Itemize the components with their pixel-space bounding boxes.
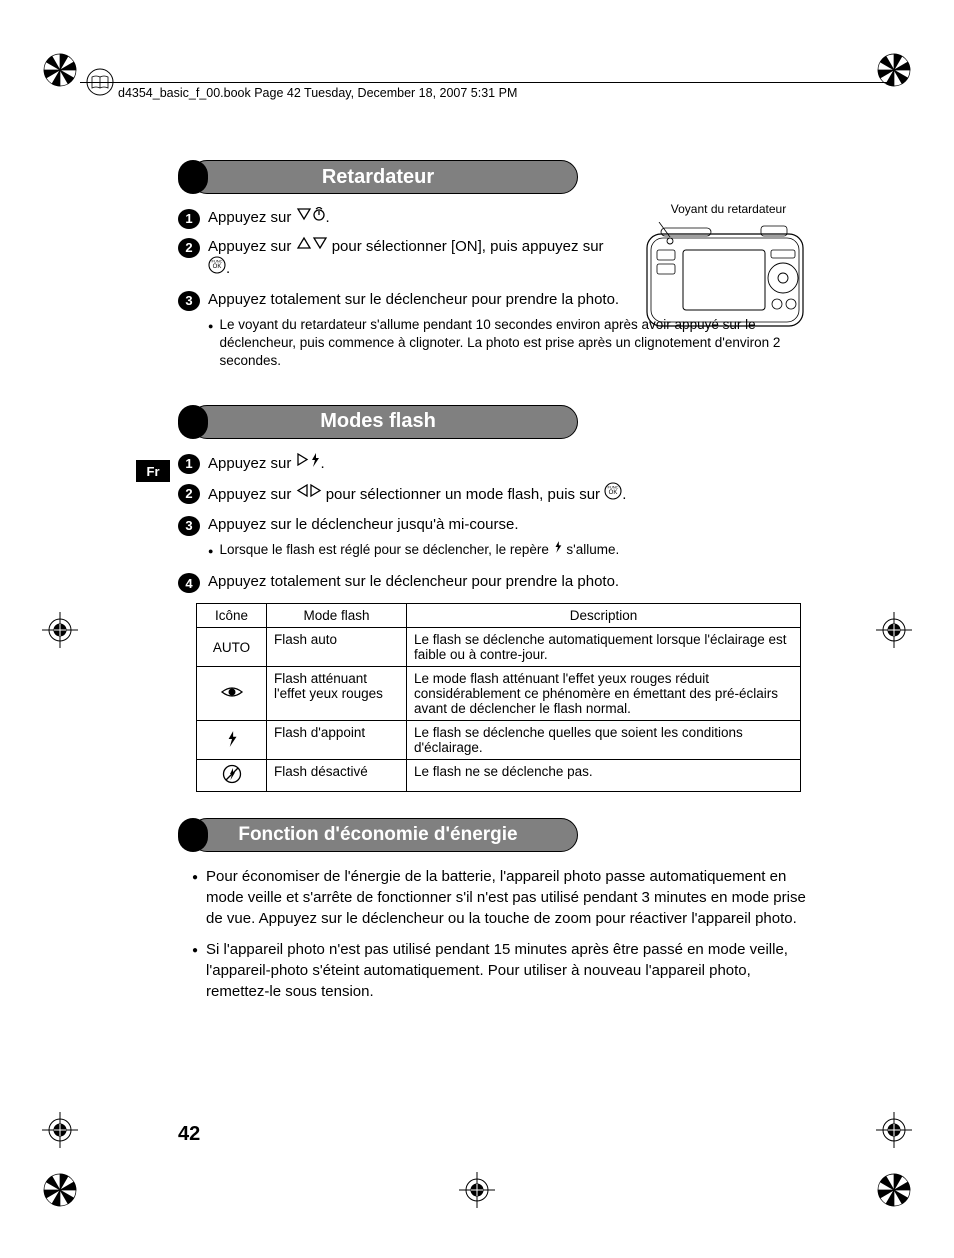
table-header: Description (407, 604, 801, 628)
table-row: Flash atténuant l'effet yeux rouges Le m… (197, 667, 801, 721)
bullet-text: Si l'appareil photo n'est pas utilisé pe… (206, 939, 808, 1002)
self-timer-icon (312, 207, 326, 227)
ok-button-icon: OKFUNC (604, 482, 622, 506)
camera-illustration: Voyant du retardateur (641, 202, 816, 337)
right-arrow-icon (296, 452, 309, 473)
step-number-icon: 4 (178, 573, 200, 593)
section-title-energy: Fonction d'économie d'énergie (178, 818, 578, 852)
header-text: d4354_basic_f_00.book Page 42 Tuesday, D… (118, 86, 517, 100)
energy-bullets: Pour économiser de l'énergie de la batte… (192, 866, 808, 1002)
flash-off-icon (197, 760, 267, 792)
header-rule (80, 82, 894, 83)
right-arrow-icon (309, 483, 322, 504)
table-row: Flash d'appoint Le flash se déclenche qu… (197, 721, 801, 760)
left-arrow-icon (296, 483, 309, 504)
down-arrow-icon (296, 207, 312, 227)
step-number-icon: 2 (178, 484, 200, 504)
svg-text:OK: OK (609, 490, 618, 496)
svg-text:OK: OK (213, 264, 222, 270)
section-title-modes-flash: Modes flash (178, 405, 578, 439)
step-text: Appuyez sur (208, 209, 296, 226)
section-title-retardateur: Retardateur (178, 160, 578, 194)
svg-text:FUNC: FUNC (211, 259, 222, 264)
table-row: AUTO Flash auto Le flash se déclenche au… (197, 628, 801, 667)
step-number-icon: 1 (178, 209, 200, 229)
step-text: Appuyez sur le déclencheur jusqu'à mi-co… (208, 515, 808, 535)
step-number-icon: 2 (178, 238, 200, 258)
language-tab: Fr (136, 460, 170, 482)
step-text: Appuyez totalement sur le déclencheur po… (208, 572, 808, 592)
step-text: Appuyez sur (208, 455, 296, 472)
ok-button-icon: OKFUNC (208, 256, 226, 280)
step-text: Appuyez sur (208, 238, 296, 255)
flash-icon (309, 452, 321, 474)
step-number-icon: 3 (178, 516, 200, 536)
flash-modes-table: Icône Mode flash Description AUTO Flash … (196, 603, 801, 792)
table-header: Mode flash (267, 604, 407, 628)
up-arrow-icon (296, 236, 312, 256)
flash-auto-icon: AUTO (197, 628, 267, 667)
table-header: Icône (197, 604, 267, 628)
flash-icon (197, 721, 267, 760)
table-row: Flash désactivé Le flash ne se déclenche… (197, 760, 801, 792)
red-eye-icon (197, 667, 267, 721)
step-text: Appuyez sur (208, 486, 296, 503)
svg-text:FUNC: FUNC (608, 484, 619, 489)
bullet-text: Pour économiser de l'énergie de la batte… (206, 866, 808, 929)
step-number-icon: 1 (178, 454, 200, 474)
flash-icon (553, 540, 563, 559)
modes-flash-steps: 1 Appuyez sur . 2 Appuyez sur pour sélec… (178, 453, 808, 594)
page-number: 42 (178, 1123, 200, 1146)
step-number-icon: 3 (178, 291, 200, 311)
down-arrow-icon (312, 236, 328, 256)
